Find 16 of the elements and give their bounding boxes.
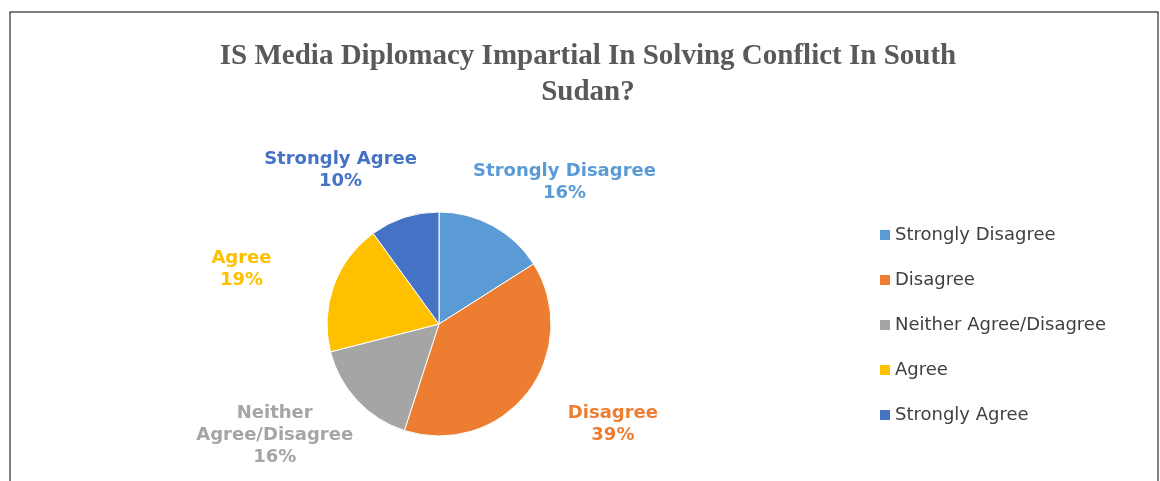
slice-label: Disagree (567, 400, 658, 422)
slice-label: Strongly Agree (264, 146, 417, 168)
chart-title: IS Media Diplomacy Impartial In Solving Conflict In South Sudan? (219, 38, 957, 106)
data-label: 16% (542, 180, 587, 202)
data-label: 10% (319, 168, 363, 190)
slice-label: Agree (211, 245, 272, 267)
data-label: 19% (219, 267, 264, 289)
legend-label: Strongly Disagree (895, 223, 1056, 244)
data-label: 16% (253, 445, 297, 467)
data-label: 39% (591, 422, 635, 444)
legend-label: Strongly Agree (895, 403, 1029, 424)
slice-label: Strongly Disagree (473, 158, 656, 180)
legend-label: Agree (895, 358, 948, 379)
slice-label: Neither Agree/Disagree (196, 401, 354, 445)
legend-label: Neither Agree/Disagree (895, 313, 1107, 334)
legend-label: Disagree (895, 268, 975, 289)
